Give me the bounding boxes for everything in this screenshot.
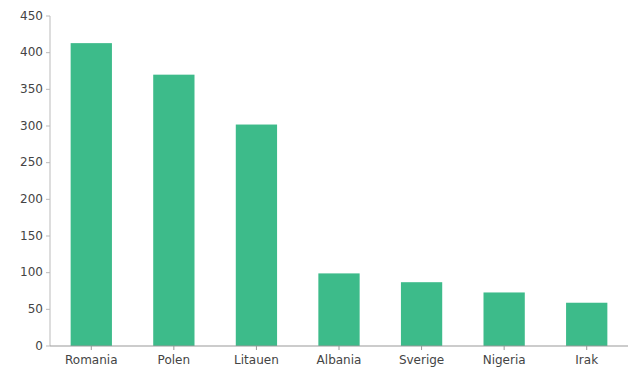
y-tick <box>46 89 50 90</box>
x-tick <box>173 346 174 350</box>
bar <box>153 75 194 346</box>
y-tick <box>46 199 50 200</box>
x-tick <box>91 346 92 350</box>
x-tick <box>504 346 505 350</box>
y-tick <box>46 346 50 347</box>
x-tick-label: Litauen <box>234 353 279 367</box>
bar <box>236 125 277 346</box>
chart-container: 0 50 100 150 200 250 300 350 400 450 Romania Polen L… <box>0 0 644 382</box>
bar <box>318 273 359 346</box>
x-tick <box>421 346 422 350</box>
x-tick-label: Romania <box>65 353 117 367</box>
x-tick <box>339 346 340 350</box>
y-tick <box>46 272 50 273</box>
chart-svg: 0 50 100 150 200 250 300 350 400 450 Romania Polen L… <box>0 0 644 382</box>
x-tick-label: Sverige <box>399 353 444 367</box>
x-tick-label: Polen <box>158 353 190 367</box>
y-tick <box>46 309 50 310</box>
y-tick <box>46 162 50 163</box>
x-tick-label: Albania <box>317 353 362 367</box>
y-axis-line <box>50 16 51 346</box>
x-tick <box>256 346 257 350</box>
y-tick-label: 400 <box>20 45 43 59</box>
y-tick-label: 0 <box>35 339 43 353</box>
y-axis: 0 50 100 150 200 250 300 350 400 450 <box>20 9 50 353</box>
y-tick-label: 200 <box>20 192 43 206</box>
y-tick-label: 450 <box>20 9 43 23</box>
y-tick <box>46 52 50 53</box>
bar <box>566 303 607 346</box>
y-tick <box>46 236 50 237</box>
y-tick-label: 300 <box>20 119 43 133</box>
y-tick-label: 150 <box>20 229 43 243</box>
x-tick-label: Irak <box>575 353 598 367</box>
bar <box>71 43 112 346</box>
y-tick-label: 100 <box>20 265 43 279</box>
y-tick <box>46 126 50 127</box>
x-axis: Romania Polen Litauen Albania Sverige Nigeria… <box>50 346 628 367</box>
bar <box>401 282 442 346</box>
x-tick-label: Nigeria <box>483 353 526 367</box>
x-tick <box>586 346 587 350</box>
bars <box>71 43 608 346</box>
y-tick-label: 50 <box>28 302 43 316</box>
bar <box>484 292 525 346</box>
y-tick <box>46 16 50 17</box>
y-tick-label: 350 <box>20 82 43 96</box>
y-tick-label: 250 <box>20 155 43 169</box>
